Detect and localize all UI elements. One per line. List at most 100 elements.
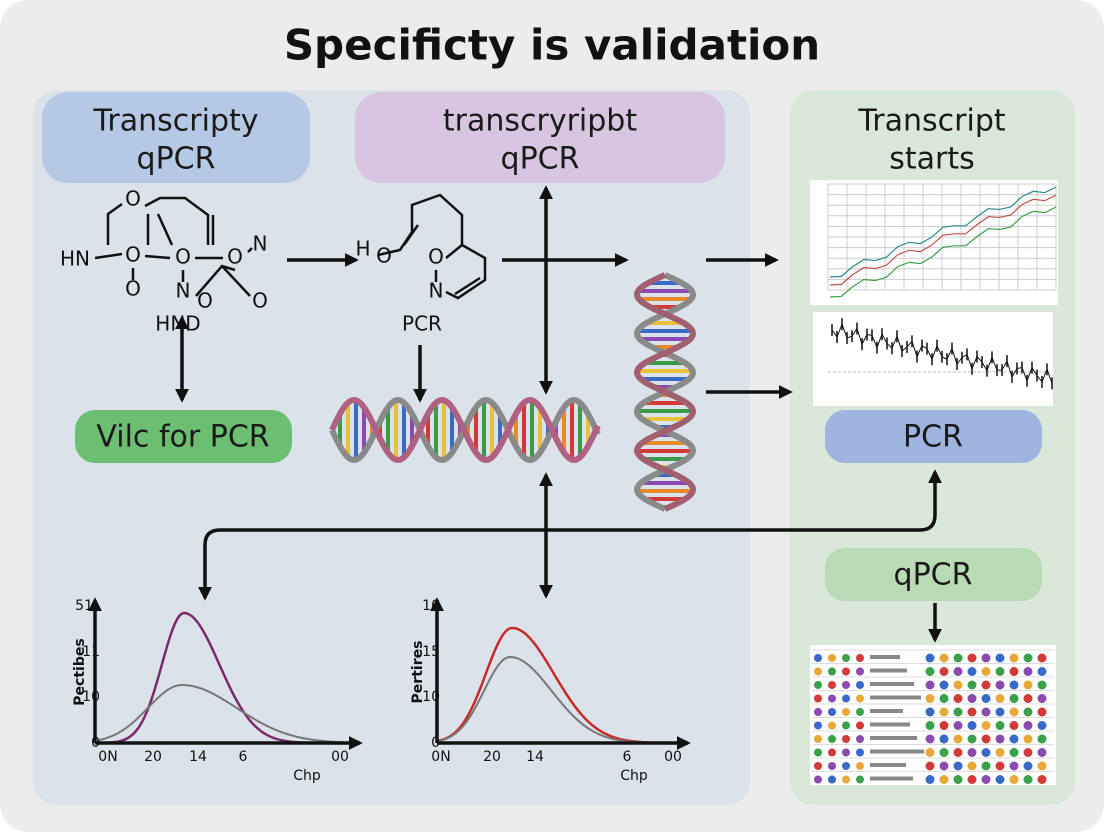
atom: O [252, 289, 268, 313]
dot [1023, 775, 1033, 784]
box-text: PCR [903, 420, 963, 455]
y-tick: 51 [75, 598, 93, 614]
x-tick: 14 [526, 749, 544, 765]
dot [814, 694, 822, 703]
dot [1037, 707, 1047, 717]
dot [814, 667, 822, 676]
dot [1009, 707, 1019, 717]
dot [1037, 721, 1047, 730]
dot [856, 735, 864, 743]
dot [814, 748, 822, 757]
dot [828, 721, 836, 730]
dot [814, 721, 822, 730]
dot [828, 654, 836, 662]
dot [981, 653, 991, 663]
x-label: Chp [620, 768, 648, 784]
dot [953, 721, 963, 730]
y-tick: 10 [422, 689, 440, 705]
dot [953, 653, 963, 663]
dot [953, 680, 963, 690]
text-stub [870, 722, 910, 727]
dot [1009, 667, 1019, 676]
box-text: qPCR [894, 558, 973, 593]
dot [995, 748, 1005, 757]
dot [925, 707, 935, 717]
mini-line [829, 186, 1057, 278]
dot [828, 762, 836, 770]
text-stub [870, 695, 921, 700]
dot [981, 707, 991, 717]
dot [842, 748, 850, 757]
box [355, 92, 725, 183]
atom: O [227, 245, 243, 269]
dot [828, 735, 836, 743]
dot [939, 721, 949, 730]
dot [814, 708, 822, 716]
dot [925, 680, 935, 690]
dot [1009, 734, 1019, 744]
dot [1023, 653, 1033, 663]
dot [995, 761, 1005, 771]
dot [967, 694, 977, 703]
dot [981, 734, 991, 744]
dot [1009, 680, 1019, 690]
dot [981, 667, 991, 676]
atom: N [429, 279, 444, 303]
dot [1009, 748, 1019, 757]
dot [925, 694, 935, 703]
left-panel [33, 90, 750, 805]
x-tick: 6 [239, 749, 248, 765]
dot [981, 680, 991, 690]
dot [995, 775, 1005, 784]
text-stub [870, 749, 924, 754]
dot [856, 721, 864, 730]
text-stub [870, 655, 900, 659]
dot [967, 761, 977, 771]
dot [925, 775, 935, 784]
box-text: qPCR [501, 142, 580, 177]
dot [856, 694, 864, 703]
dot [1023, 721, 1033, 730]
dot [995, 734, 1005, 744]
dot [814, 735, 822, 743]
dot [967, 680, 977, 690]
dot [995, 667, 1005, 676]
dot [1009, 761, 1019, 771]
dot [856, 681, 864, 689]
dot [967, 775, 977, 784]
atom: N [253, 232, 268, 256]
helix-strand [633, 272, 697, 512]
decoration [96, 180, 1058, 785]
dot [1037, 667, 1047, 676]
dot [967, 748, 977, 757]
dot [939, 761, 949, 771]
box-text: starts [889, 142, 975, 177]
dot [925, 761, 935, 771]
atom: H [355, 237, 370, 261]
x-tick: 0N [98, 749, 117, 765]
peak-curve [96, 684, 346, 744]
bonds [377, 193, 487, 300]
dot [828, 694, 836, 703]
dot [939, 667, 949, 676]
dot [995, 653, 1005, 663]
atom: O [376, 244, 392, 268]
dot [953, 667, 963, 676]
dot [1009, 721, 1019, 730]
dot [1009, 653, 1019, 663]
dot [939, 775, 949, 784]
dot [995, 721, 1005, 730]
dot [953, 775, 963, 784]
dot [1037, 734, 1047, 744]
dot [939, 748, 949, 757]
y-tick: 11 [82, 644, 100, 660]
x-tick: 14 [189, 749, 207, 765]
dot [981, 761, 991, 771]
y-tick: 0 [431, 735, 440, 751]
atom: HN [60, 247, 90, 271]
y-label: Pectibes [72, 638, 88, 705]
dot [967, 707, 977, 717]
atom: O [428, 245, 444, 269]
box-text: Vilc for PCR [96, 420, 269, 455]
